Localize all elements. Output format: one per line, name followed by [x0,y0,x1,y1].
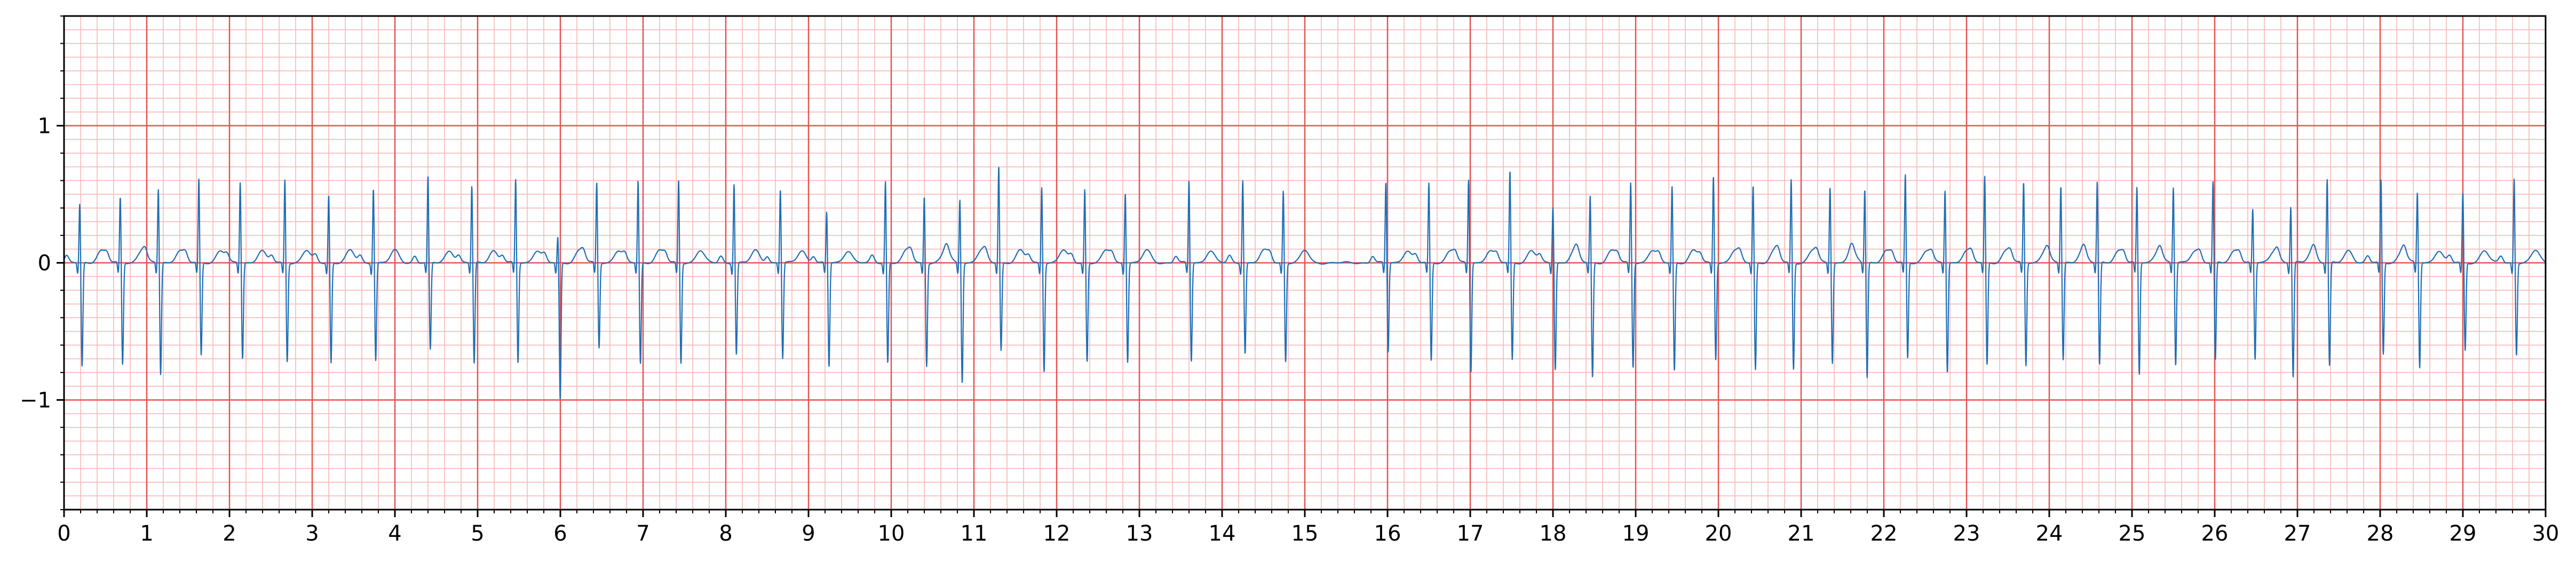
x-tick-label: 21 [1788,521,1815,546]
x-tick-label: 10 [878,521,905,546]
ecg-trace [64,166,2546,400]
y-tick-label: 0 [38,251,51,276]
x-tick-label: 20 [1705,521,1732,546]
x-tick-label: 30 [2532,521,2559,546]
x-tick-label: 22 [1870,521,1898,546]
x-axis: 0 1 2 3 4 5 6 7 8 9 10 11 12 13 14 15 16 17 18 19 20 21 22 23 24… [57,510,2559,546]
x-tick-label: 16 [1374,521,1401,546]
x-tick-label: 24 [2036,521,2063,546]
x-tick-label: 26 [2201,521,2229,546]
x-tick-label: 5 [471,521,484,546]
x-tick-label: 8 [719,521,732,546]
x-tick-label: 29 [2450,521,2477,546]
major-grid [63,16,2547,510]
x-tick-label: 25 [2119,521,2146,546]
x-tick-label: 14 [1209,521,1236,546]
x-tick-label: 23 [1953,521,1980,546]
ecg-series-line [64,166,2546,400]
x-tick-label: 27 [2284,521,2311,546]
y-tick-label: 1 [38,114,51,139]
x-tick-label: 18 [1540,521,1567,546]
x-tick-label: 15 [1291,521,1319,546]
y-tick-label: −1 [20,388,51,413]
y-axis: −1 0 1 [20,15,64,510]
x-tick-label: 6 [553,521,567,546]
x-tick-label: 0 [57,521,70,546]
x-tick-label: 11 [961,521,988,546]
x-tick-label: 13 [1126,521,1153,546]
x-tick-label: 17 [1457,521,1484,546]
x-tick-label: 12 [1043,521,1071,546]
x-tick-label: 4 [388,521,401,546]
x-tick-label: 2 [223,521,236,546]
x-tick-label: 3 [305,521,319,546]
x-tick-label: 7 [636,521,649,546]
x-tick-label: 9 [802,521,815,546]
x-tick-label: 28 [2367,521,2394,546]
x-tick-label: 19 [1622,521,1650,546]
x-tick-label: 1 [140,521,153,546]
